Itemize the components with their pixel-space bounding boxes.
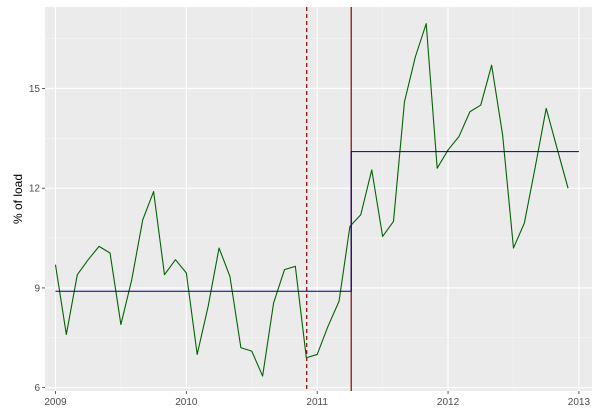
x-tick-label: 2010 — [175, 397, 198, 408]
step-line — [55, 151, 579, 292]
series-layer — [54, 23, 579, 377]
x-tick-label: 2011 — [306, 397, 328, 408]
y-tick-label: 9 — [34, 283, 40, 294]
x-axis: 2009 2010 2011 2012 2013 — [44, 391, 590, 408]
y-tick-label: 6 — [34, 383, 40, 394]
panel-background — [45, 7, 592, 391]
y-tick-label: 15 — [29, 84, 41, 95]
y-tick-label: 12 — [29, 184, 41, 195]
observed-line — [54, 23, 569, 377]
y-axis: 6 9 12 15 — [29, 84, 45, 394]
grid-major — [45, 7, 592, 391]
grid-minor — [45, 7, 592, 391]
x-tick-label: 2013 — [568, 397, 591, 408]
x-tick-label: 2012 — [437, 397, 460, 408]
y-axis-title: % of load — [11, 174, 25, 224]
x-tick-label: 2009 — [44, 397, 67, 408]
